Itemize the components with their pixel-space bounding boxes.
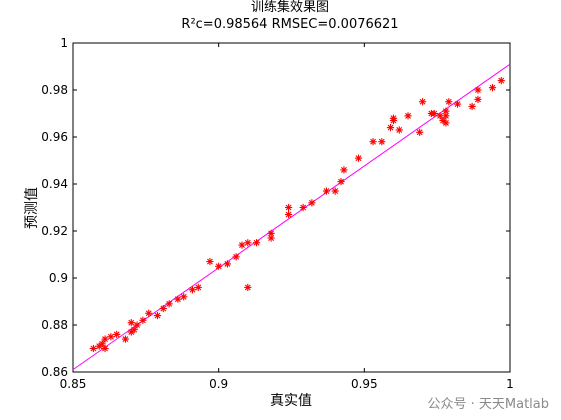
data-point [488,84,497,92]
data-point [442,112,450,120]
y-tick-label: 1 [60,36,68,50]
data-point [442,119,450,127]
data-point [244,239,252,247]
chart-subtitle: R²c=0.98564 RMSEC=0.0076621 [181,17,398,32]
watermark: 公众号 · 天天Matlab [427,397,549,412]
data-point [238,241,246,249]
axis-tick-labels: 0.85 0.9 0.95 1 0.86 0.88 0.9 0.92 0.94 0.96 0.98 1 [41,36,514,391]
data-point [223,260,232,268]
data-points [89,77,505,353]
data-point [419,98,427,106]
data-point [453,100,462,108]
data-point [101,335,109,343]
x-tick-label: 0.9 [209,377,228,391]
data-point [445,98,453,106]
data-point [153,312,162,320]
data-point [107,333,115,341]
data-point [174,295,182,303]
data-point [331,187,339,195]
y-tick-label: 0.9 [49,271,68,285]
data-point [101,344,109,353]
data-point [284,210,293,219]
data-point [127,319,135,327]
data-point [159,304,167,313]
data-point [188,286,197,294]
data-point [354,154,363,162]
chart-title: 训练集效果图 [251,0,329,15]
data-point [369,138,377,146]
data-point [130,326,138,334]
data-point [180,293,188,301]
data-point [497,77,505,85]
data-point [113,330,121,338]
y-tick-label: 0.98 [41,83,68,97]
x-tick-label: 1 [506,377,514,391]
y-tick-label: 0.94 [41,177,68,191]
data-point [252,239,261,247]
data-point [474,95,482,103]
data-point [378,138,386,146]
fit-line [72,63,511,371]
data-point [165,300,173,308]
data-point [436,112,444,120]
data-point [145,309,153,317]
data-point [416,128,424,136]
y-tick-label: 0.86 [41,365,68,379]
axis-ticks [72,42,511,373]
data-point [133,321,141,329]
data-point [395,126,403,134]
data-point [89,344,97,353]
data-point [267,234,275,242]
data-point [389,114,398,122]
data-point [337,178,345,186]
data-point [430,109,438,118]
data-point [139,316,147,324]
data-point [468,102,476,111]
x-tick-label: 0.85 [60,377,87,391]
x-tick-label: 0.95 [351,377,378,391]
y-tick-label: 0.96 [41,130,68,144]
data-point [215,262,223,270]
data-point [404,112,412,120]
x-axis-label: 真实值 [270,393,312,409]
data-point [284,203,293,212]
y-axis-label: 预测值 [24,187,40,229]
data-point [121,335,130,343]
data-point [308,199,316,207]
data-point [386,124,395,132]
data-point [194,283,202,291]
data-point [474,86,482,94]
y-tick-label: 0.92 [41,224,68,238]
data-point [244,283,252,291]
data-point [340,166,348,174]
data-point [299,203,307,212]
data-point [232,253,240,261]
data-point [322,187,331,195]
data-point [98,340,106,348]
data-point [206,257,214,266]
y-tick-label: 0.88 [41,318,68,332]
